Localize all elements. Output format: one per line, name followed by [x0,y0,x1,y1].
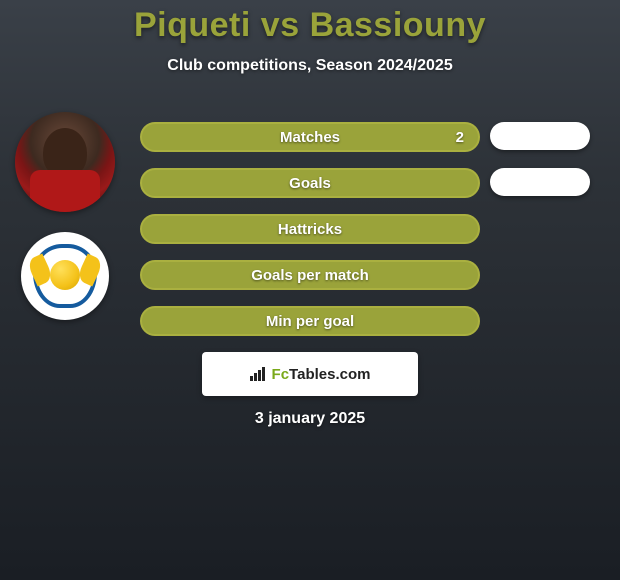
infographic-root: Piqueti vs Bassiouny Club competitions, … [0,0,620,580]
stat-bar-hattricks: Hattricks [140,214,480,244]
logo-text: FcTables.com [272,366,371,383]
right-pill-matches [490,122,590,150]
title-player2: Bassiouny [310,6,486,44]
player1-avatar [15,112,115,212]
title-player1: Piqueti [134,6,251,44]
stat-label: Min per goal [266,313,354,330]
stat-label: Goals per match [251,267,369,284]
stat-label: Matches [280,129,340,146]
stat-value-left: 2 [456,129,464,146]
right-pill-goals [490,168,590,196]
stat-bars: Matches 2 Goals Hattricks Goals per matc… [140,122,480,352]
subtitle: Club competitions, Season 2024/2025 [0,57,620,75]
player2-crest [21,232,109,320]
fctables-logo: FcTables.com [202,352,418,396]
bar-chart-icon [250,367,266,381]
stat-bar-min-per-goal: Min per goal [140,306,480,336]
stat-bar-matches: Matches 2 [140,122,480,152]
logo-text-prefix: Fc [272,366,290,383]
title-vs: vs [261,6,300,44]
avatars-column [10,112,120,334]
crest-icon [33,244,97,308]
right-pill-column [490,122,600,214]
stat-bar-goals-per-match: Goals per match [140,260,480,290]
page-title: Piqueti vs Bassiouny [0,0,620,45]
logo-text-suffix: Tables.com [289,366,370,383]
stat-bar-goals: Goals [140,168,480,198]
stat-label: Hattricks [278,221,342,238]
footer-date: 3 january 2025 [0,410,620,428]
stat-label: Goals [289,175,331,192]
